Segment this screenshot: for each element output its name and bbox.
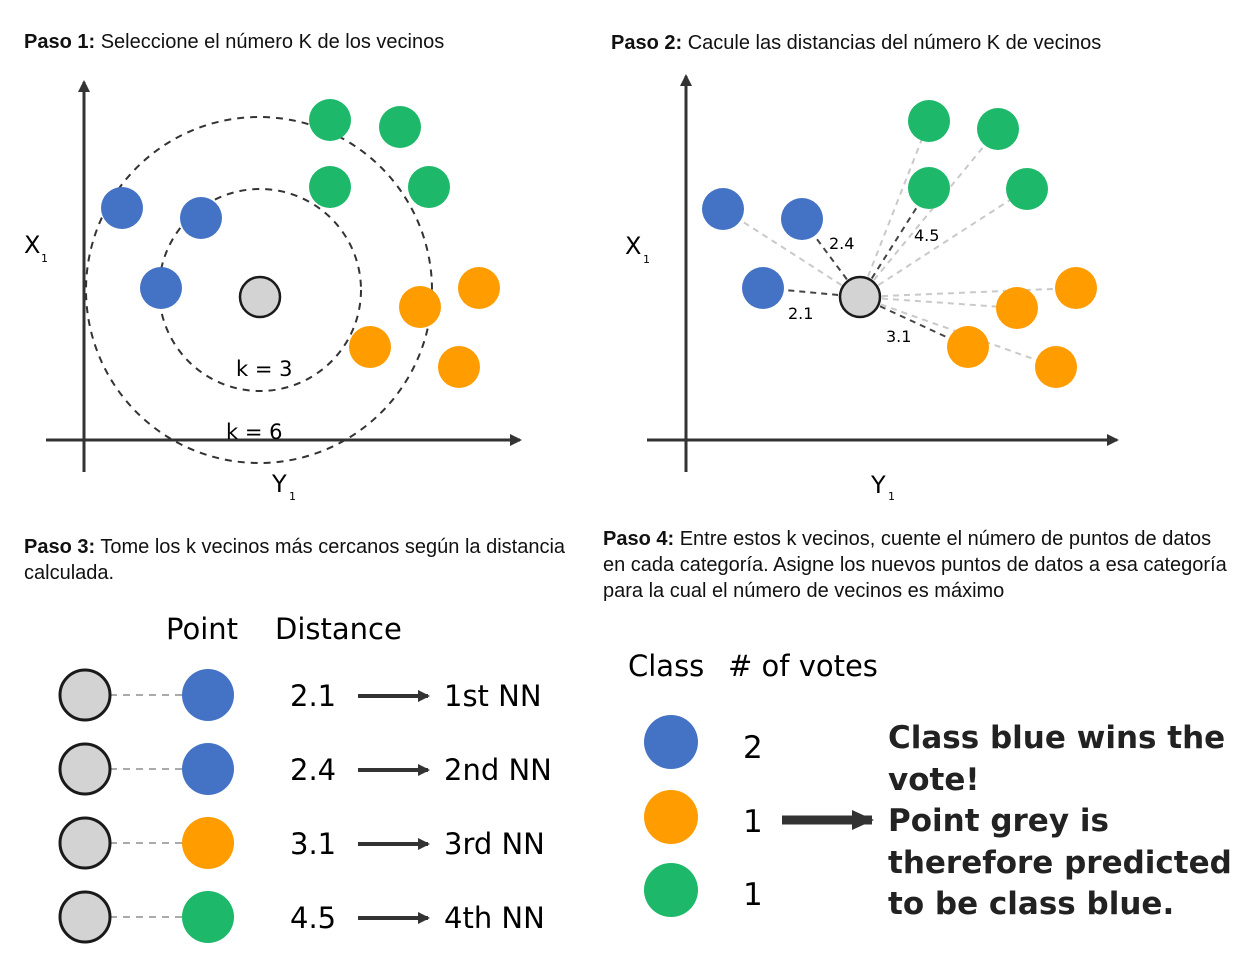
step-3-text: Tome los k vecinos más cercanos según la… xyxy=(24,536,566,584)
rank-label: 1st NN xyxy=(444,679,542,713)
table-row: 4.5 4th NN xyxy=(58,890,545,944)
distance-value: 2.4 xyxy=(290,753,336,787)
vote-row: 1 xyxy=(644,790,763,844)
rank-label: 3rd NN xyxy=(444,827,545,861)
vote-count: 1 xyxy=(743,804,763,840)
step-4-text: Entre estos k vecinos, cuente el número … xyxy=(603,528,1227,602)
y-axis-sub: 1 xyxy=(41,252,48,265)
k3-label: k = 3 xyxy=(236,357,292,381)
step-4-caption: Paso 4: Entre estos k vecinos, cuente el… xyxy=(603,526,1238,604)
orange-point xyxy=(182,817,234,869)
rank-label: 4th NN xyxy=(444,901,545,935)
x-axis-label: Y xyxy=(870,471,886,499)
col-header-distance: Distance xyxy=(275,612,402,646)
step-2-label: Paso 2: xyxy=(611,32,683,54)
x-axis-sub: 1 xyxy=(888,490,895,503)
conclusion-text: Class blue wins the vote! Point grey is … xyxy=(888,718,1238,926)
table-row: 2.4 2nd NN xyxy=(58,742,552,796)
green-point xyxy=(908,100,950,142)
step-1-label: Paso 1: xyxy=(24,31,96,53)
distance-label: 2.4 xyxy=(829,234,854,253)
distance-label: 2.1 xyxy=(788,304,813,323)
step-1-caption: Paso 1: Seleccione el número K de los ve… xyxy=(24,29,584,55)
orange-point xyxy=(996,287,1038,329)
green-point xyxy=(1006,168,1048,210)
table-row: 3.1 3rd NN xyxy=(58,816,545,870)
orange-point xyxy=(947,326,989,368)
blue-point xyxy=(702,188,744,230)
blue-point xyxy=(182,669,234,721)
x-axis-sub: 1 xyxy=(289,490,296,503)
blue-point xyxy=(781,198,823,240)
blue-point xyxy=(742,267,784,309)
query-point xyxy=(838,275,882,319)
blue-point xyxy=(644,715,698,769)
vote-row: 2 xyxy=(644,715,763,769)
step-3-label: Paso 3: xyxy=(24,536,96,558)
green-point xyxy=(182,891,234,943)
step-4-label: Paso 4: xyxy=(603,528,675,550)
panel-4-votes: Class # of votes 2 1 1 xyxy=(628,649,878,917)
conclusion-line: Point grey is xyxy=(888,803,1109,839)
rank-label: 2nd NN xyxy=(444,753,552,787)
distance-value: 3.1 xyxy=(290,827,336,861)
y-axis-sub: 1 xyxy=(643,253,650,266)
panel-3-table: Point Distance 2.1 1st NN 2.4 2nd NN 3.1 xyxy=(58,612,552,944)
orange-point xyxy=(399,286,441,328)
distance-value: 4.5 xyxy=(290,901,336,935)
x-axis-label: Y xyxy=(271,470,287,498)
green-point xyxy=(644,863,698,917)
y-axis-label: X xyxy=(625,232,641,260)
query-point xyxy=(238,275,282,319)
query-point xyxy=(58,890,112,944)
orange-point xyxy=(438,346,480,388)
step-2-text: Cacule las distancias del número K de ve… xyxy=(687,32,1102,54)
y-axis-label: X xyxy=(24,231,40,259)
distance-label: 4.5 xyxy=(914,226,939,245)
col-header-point: Point xyxy=(166,612,238,646)
k6-label: k = 6 xyxy=(226,420,282,444)
blue-point xyxy=(101,187,143,229)
green-point xyxy=(908,167,950,209)
orange-point xyxy=(1035,346,1077,388)
query-point xyxy=(58,816,112,870)
blue-point xyxy=(180,197,222,239)
vote-row: 1 xyxy=(644,863,763,917)
blue-point xyxy=(140,267,182,309)
panel-2: X 1 Y 1 2.4 4.5 2.1 3. xyxy=(625,74,1119,503)
step-3-caption: Paso 3: Tome los k vecinos más cercanos … xyxy=(24,534,584,586)
orange-point xyxy=(1055,267,1097,309)
green-point xyxy=(309,166,351,208)
step-1-text: Seleccione el número K de los vecinos xyxy=(100,31,445,53)
distance-label: 3.1 xyxy=(886,327,911,346)
conclusion-line: to be class blue. xyxy=(888,886,1175,922)
conclusion-line: Class blue wins the xyxy=(888,720,1226,756)
vote-count: 1 xyxy=(743,877,763,913)
vote-count: 2 xyxy=(743,730,763,766)
query-point xyxy=(58,742,112,796)
panel-1: X 1 Y 1 k = 3 k = 6 xyxy=(24,80,522,503)
green-point xyxy=(379,106,421,148)
conclusion-line: therefore predicted xyxy=(888,844,1232,881)
green-point xyxy=(977,108,1019,150)
orange-point xyxy=(644,790,698,844)
orange-point xyxy=(349,326,391,368)
query-point xyxy=(58,668,112,722)
green-point xyxy=(309,99,351,141)
table-row: 2.1 1st NN xyxy=(58,668,542,722)
col-header-votes: # of votes xyxy=(728,649,878,683)
green-point xyxy=(408,166,450,208)
step-2-caption: Paso 2: Cacule las distancias del número… xyxy=(611,30,1231,56)
orange-point xyxy=(458,267,500,309)
distance-value: 2.1 xyxy=(290,679,336,713)
col-header-class: Class xyxy=(628,649,704,683)
blue-point xyxy=(182,743,234,795)
conclusion-line: vote! xyxy=(888,761,980,798)
